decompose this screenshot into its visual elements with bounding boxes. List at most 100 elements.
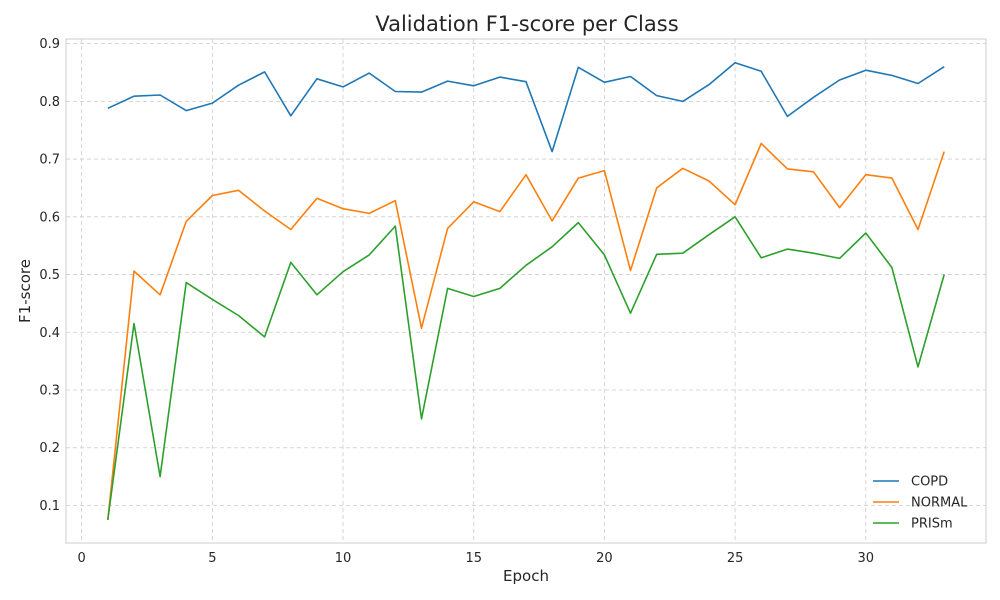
data-point-prism <box>839 258 841 260</box>
data-point-normal <box>159 294 161 296</box>
x-tick-label: 10 <box>335 551 352 566</box>
y-tick-label: 0.8 <box>39 95 60 110</box>
data-point-copd <box>212 102 214 104</box>
data-point-prism <box>813 252 815 254</box>
data-point-copd <box>813 96 815 98</box>
x-tick-label: 20 <box>596 551 613 566</box>
data-point-copd <box>394 91 396 93</box>
data-point-prism <box>551 246 553 248</box>
data-point-copd <box>133 95 135 97</box>
data-point-prism <box>525 264 527 266</box>
y-tick-label: 0.4 <box>39 326 60 341</box>
data-point-copd <box>368 72 370 74</box>
y-axis: 0.1 0.2 0.3 0.4 0.5 0.6 0.7 0.8 0.9 <box>39 37 60 514</box>
x-tick-label: 15 <box>465 551 482 566</box>
data-point-copd <box>473 85 475 87</box>
data-point-normal <box>865 174 867 176</box>
series-line-normal <box>107 142 945 520</box>
legend: COPD NORMAL PRISm <box>873 475 968 532</box>
data-point-copd <box>238 84 240 86</box>
series-line-copd <box>107 61 945 153</box>
data-point-prism <box>943 274 945 276</box>
data-point-copd <box>604 81 606 83</box>
data-point-copd <box>656 95 658 97</box>
data-point-prism <box>865 232 867 234</box>
data-point-copd <box>290 115 292 117</box>
data-point-copd <box>865 69 867 71</box>
data-point-normal <box>290 229 292 231</box>
x-tick-label: 5 <box>208 551 216 566</box>
data-point-normal <box>447 228 449 230</box>
y-axis-label: F1-score <box>16 259 34 323</box>
data-point-normal <box>656 187 658 189</box>
data-point-prism <box>682 252 684 254</box>
data-point-prism <box>891 267 893 269</box>
data-point-normal <box>238 189 240 191</box>
series-lines <box>107 61 945 521</box>
data-point-prism <box>421 418 423 420</box>
data-point-normal <box>264 210 266 212</box>
data-point-copd <box>421 91 423 93</box>
data-point-copd <box>760 70 762 72</box>
data-point-copd <box>447 80 449 82</box>
data-point-prism <box>734 216 736 218</box>
data-point-prism <box>656 253 658 255</box>
x-axis: 0 5 10 15 20 25 30 <box>78 551 875 566</box>
data-point-prism <box>394 225 396 227</box>
data-point-normal <box>133 270 135 272</box>
data-point-normal <box>212 195 214 197</box>
x-tick-label: 0 <box>78 551 86 566</box>
data-point-normal <box>917 229 919 231</box>
data-point-prism <box>185 282 187 284</box>
data-point-normal <box>394 200 396 202</box>
data-point-prism <box>342 271 344 273</box>
data-point-prism <box>447 288 449 290</box>
data-point-copd <box>787 116 789 118</box>
data-point-prism <box>107 519 109 521</box>
data-point-copd <box>499 76 501 78</box>
data-point-copd <box>159 94 161 96</box>
data-point-copd <box>316 78 318 80</box>
data-point-normal <box>185 221 187 223</box>
data-point-normal <box>551 220 553 222</box>
grid <box>66 39 986 543</box>
data-point-copd <box>551 151 553 153</box>
data-point-prism <box>264 336 266 338</box>
data-point-copd <box>107 107 109 109</box>
x-tick-label: 30 <box>857 551 874 566</box>
data-point-copd <box>342 86 344 88</box>
legend-label-copd: COPD <box>911 475 948 490</box>
data-point-prism <box>917 366 919 368</box>
data-point-normal <box>839 207 841 209</box>
data-point-normal <box>604 170 606 172</box>
data-point-copd <box>630 76 632 78</box>
data-point-normal <box>813 171 815 173</box>
y-tick-label: 0.7 <box>39 153 60 168</box>
data-point-copd <box>264 71 266 73</box>
data-point-prism <box>159 476 161 478</box>
data-point-prism <box>499 288 501 290</box>
data-point-copd <box>943 66 945 68</box>
data-point-prism <box>368 254 370 256</box>
data-point-prism <box>604 254 606 256</box>
data-point-prism <box>133 323 135 325</box>
data-point-copd <box>734 62 736 64</box>
y-tick-label: 0.9 <box>39 37 60 52</box>
data-point-prism <box>760 257 762 259</box>
data-point-prism <box>577 222 579 224</box>
data-point-copd <box>577 66 579 68</box>
data-point-normal <box>525 174 527 176</box>
data-point-copd <box>891 75 893 77</box>
data-point-normal <box>342 208 344 210</box>
data-point-normal <box>760 143 762 145</box>
y-tick-label: 0.3 <box>39 384 60 399</box>
chart-title: Validation F1-score per Class <box>375 12 678 36</box>
data-point-prism <box>316 294 318 296</box>
data-point-normal <box>368 213 370 215</box>
data-point-copd <box>185 110 187 112</box>
data-point-normal <box>943 151 945 153</box>
data-point-prism <box>473 296 475 298</box>
data-point-copd <box>708 84 710 86</box>
data-point-copd <box>839 79 841 81</box>
data-point-prism <box>238 315 240 317</box>
